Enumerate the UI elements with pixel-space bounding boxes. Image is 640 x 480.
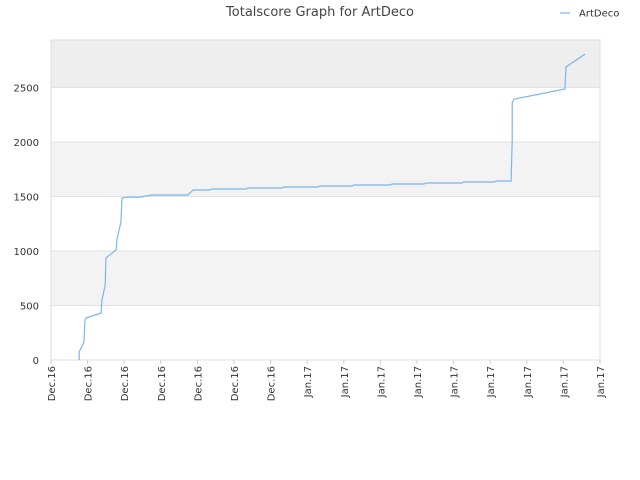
plot-band xyxy=(51,196,600,252)
x-tick-label: Dec.16 xyxy=(157,366,168,401)
y-tick-label: 2500 xyxy=(14,84,39,95)
y-tick-label: 0 xyxy=(33,356,39,367)
plot-band xyxy=(51,142,600,197)
plot-band xyxy=(51,251,600,306)
plot-band xyxy=(51,40,600,88)
x-tick-label: Jan.17 xyxy=(486,366,497,398)
x-tick-label: Dec.16 xyxy=(120,366,131,401)
plot-band xyxy=(51,87,600,143)
data-line xyxy=(78,53,586,360)
plot-band xyxy=(51,305,600,360)
legend-label: ArtDeco xyxy=(579,9,619,20)
x-tick-label: Jan.17 xyxy=(340,366,351,398)
y-tick-label: 500 xyxy=(20,302,39,313)
x-tick-label: Jan.17 xyxy=(376,366,387,398)
x-tick-label: Jan.17 xyxy=(559,366,570,398)
x-tick-label: Jan.17 xyxy=(303,366,314,398)
x-tick-label: Jan.17 xyxy=(596,366,607,398)
x-tick-label: Jan.17 xyxy=(450,366,461,398)
chart-title: Totalscore Graph for ArtDeco xyxy=(225,5,414,20)
x-tick-label: Jan.17 xyxy=(523,366,534,398)
y-tick-label: 1500 xyxy=(14,193,39,204)
y-tick-label: 1000 xyxy=(14,247,39,258)
x-tick-label: Dec.16 xyxy=(193,366,204,401)
y-tick-label: 2000 xyxy=(14,138,39,149)
x-tick-label: Dec.16 xyxy=(47,366,58,401)
x-tick-label: Dec.16 xyxy=(84,366,95,401)
x-tick-label: Dec.16 xyxy=(230,366,241,401)
x-tick-label: Dec.16 xyxy=(267,366,278,401)
x-tick-label: Jan.17 xyxy=(413,366,424,398)
